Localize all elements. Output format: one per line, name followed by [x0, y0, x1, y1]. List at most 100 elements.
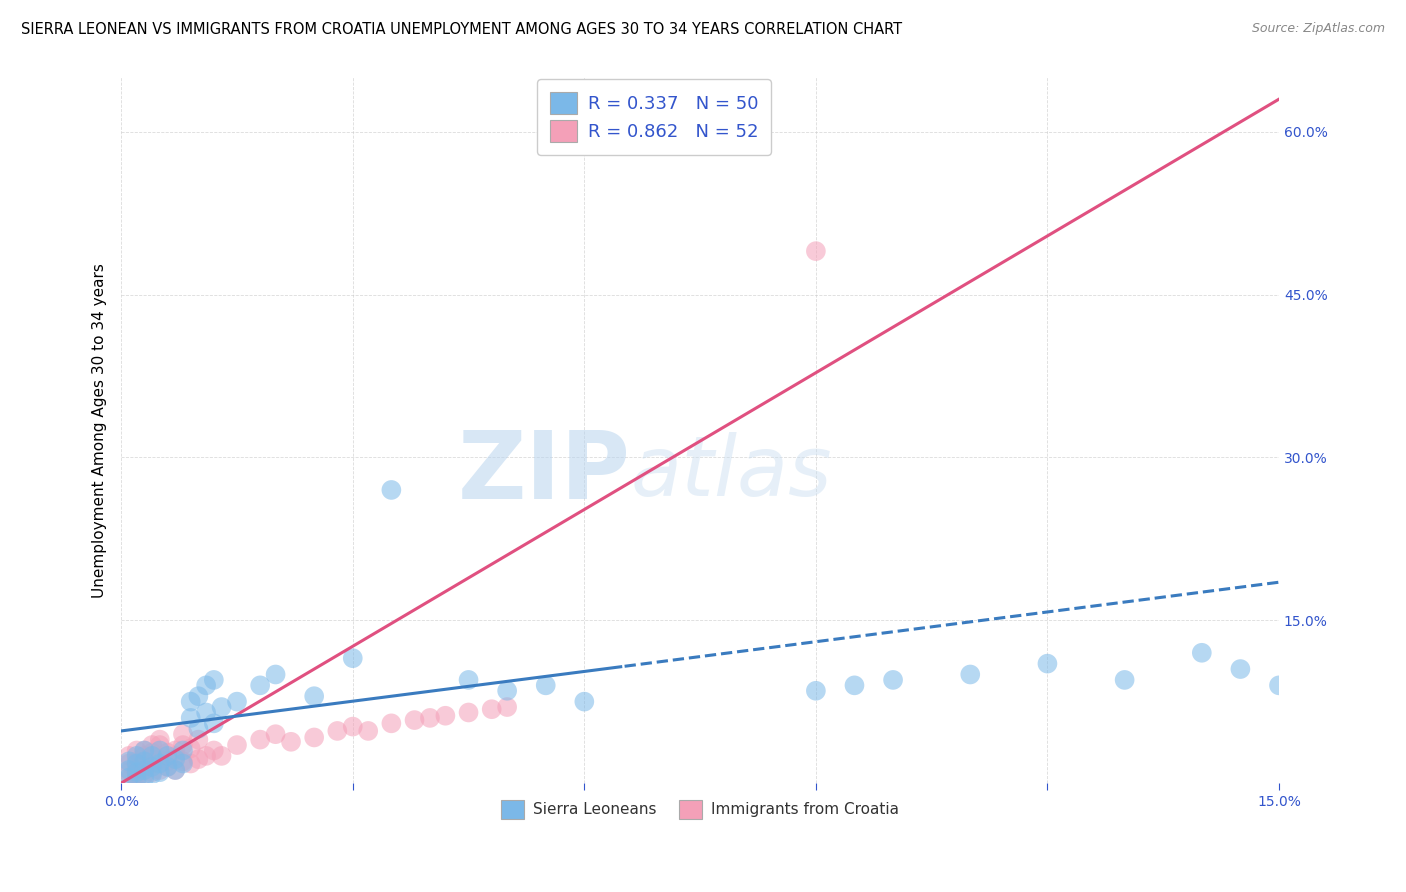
Point — [457, 706, 479, 720]
Point — [118, 748, 141, 763]
Point — [481, 702, 503, 716]
Point — [180, 741, 202, 756]
Point — [249, 732, 271, 747]
Point — [134, 771, 156, 785]
Point — [211, 748, 233, 763]
Point — [496, 700, 519, 714]
Point — [134, 760, 156, 774]
Point — [172, 738, 194, 752]
Point — [302, 689, 325, 703]
Point — [125, 765, 148, 780]
Point — [249, 678, 271, 692]
Point — [302, 731, 325, 745]
Point — [125, 767, 148, 781]
Point — [342, 720, 364, 734]
Point — [404, 713, 426, 727]
Point — [1191, 646, 1213, 660]
Point — [574, 695, 596, 709]
Point — [125, 762, 148, 776]
Point — [165, 743, 187, 757]
Point — [134, 767, 156, 781]
Point — [149, 756, 172, 771]
Point — [165, 748, 187, 763]
Point — [156, 748, 179, 763]
Point — [804, 244, 827, 259]
Point — [1114, 673, 1136, 687]
Point — [156, 755, 179, 769]
Point — [125, 743, 148, 757]
Point — [357, 723, 380, 738]
Point — [134, 748, 156, 763]
Point — [172, 743, 194, 757]
Point — [180, 756, 202, 771]
Point — [419, 711, 441, 725]
Point — [187, 689, 209, 703]
Point — [804, 683, 827, 698]
Point — [202, 743, 225, 757]
Point — [172, 727, 194, 741]
Text: Source: ZipAtlas.com: Source: ZipAtlas.com — [1251, 22, 1385, 36]
Legend: Sierra Leoneans, Immigrants from Croatia: Sierra Leoneans, Immigrants from Croatia — [495, 794, 905, 825]
Point — [165, 763, 187, 777]
Point — [165, 763, 187, 777]
Point — [195, 706, 218, 720]
Point — [149, 732, 172, 747]
Point — [1036, 657, 1059, 671]
Point — [118, 765, 141, 780]
Point — [172, 755, 194, 769]
Text: atlas: atlas — [631, 432, 832, 513]
Point — [156, 760, 179, 774]
Point — [118, 772, 141, 787]
Text: SIERRA LEONEAN VS IMMIGRANTS FROM CROATIA UNEMPLOYMENT AMONG AGES 30 TO 34 YEARS: SIERRA LEONEAN VS IMMIGRANTS FROM CROATI… — [21, 22, 903, 37]
Point — [264, 667, 287, 681]
Point — [134, 763, 156, 777]
Point — [434, 708, 457, 723]
Point — [141, 760, 163, 774]
Point — [141, 746, 163, 760]
Point — [125, 748, 148, 763]
Point — [342, 651, 364, 665]
Point — [125, 756, 148, 771]
Point — [187, 752, 209, 766]
Point — [1229, 662, 1251, 676]
Point — [180, 711, 202, 725]
Point — [134, 755, 156, 769]
Point — [226, 695, 249, 709]
Point — [1268, 678, 1291, 692]
Point — [118, 755, 141, 769]
Point — [149, 752, 172, 766]
Point — [187, 732, 209, 747]
Point — [156, 746, 179, 760]
Point — [195, 748, 218, 763]
Point — [496, 683, 519, 698]
Point — [280, 735, 302, 749]
Point — [844, 678, 866, 692]
Point — [882, 673, 904, 687]
Point — [149, 743, 172, 757]
Point — [187, 722, 209, 736]
Point — [180, 695, 202, 709]
Point — [134, 743, 156, 757]
Point — [172, 756, 194, 771]
Point — [326, 723, 349, 738]
Point — [959, 667, 981, 681]
Y-axis label: Unemployment Among Ages 30 to 34 years: Unemployment Among Ages 30 to 34 years — [93, 263, 107, 598]
Point — [125, 772, 148, 787]
Point — [202, 716, 225, 731]
Point — [211, 700, 233, 714]
Point — [134, 743, 156, 757]
Point — [165, 752, 187, 766]
Point — [141, 748, 163, 763]
Point — [534, 678, 557, 692]
Point — [156, 760, 179, 774]
Point — [380, 483, 402, 497]
Point — [141, 767, 163, 781]
Point — [195, 678, 218, 692]
Point — [457, 673, 479, 687]
Point — [149, 738, 172, 752]
Point — [202, 673, 225, 687]
Point — [125, 771, 148, 785]
Point — [118, 763, 141, 777]
Point — [264, 727, 287, 741]
Point — [141, 765, 163, 780]
